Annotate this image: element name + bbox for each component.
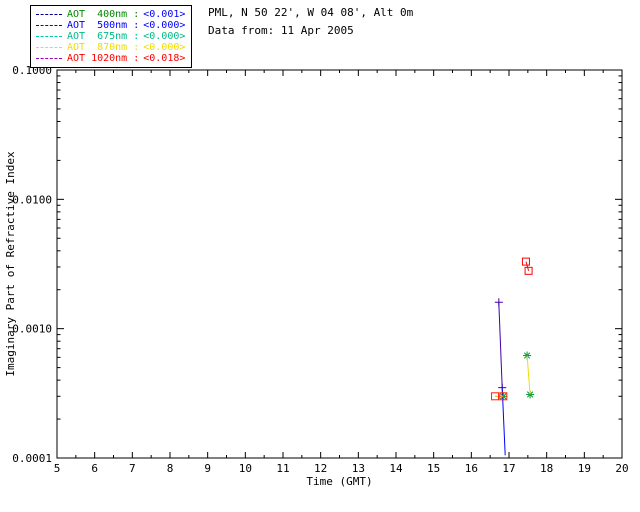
legend-value-870nm: <0.000> bbox=[143, 42, 186, 53]
svg-text:12: 12 bbox=[314, 462, 327, 475]
svg-text:6: 6 bbox=[91, 462, 98, 475]
svg-text:19: 19 bbox=[578, 462, 591, 475]
legend-row-675nm: AOT 675nm : <0.000> bbox=[36, 31, 185, 42]
legend-line-675nm-icon bbox=[36, 36, 62, 37]
site-location-text: PML, N 50 22', W 04 08', Alt 0m bbox=[208, 6, 414, 19]
svg-text:15: 15 bbox=[427, 462, 440, 475]
data-date-text: Data from: 11 Apr 2005 bbox=[208, 24, 354, 37]
svg-text:18: 18 bbox=[540, 462, 553, 475]
legend-label-400nm: AOT 400nm : bbox=[67, 9, 140, 20]
legend-row-500nm: AOT 500nm : <0.000> bbox=[36, 20, 185, 31]
svg-text:16: 16 bbox=[465, 462, 478, 475]
legend-label-675nm: AOT 675nm : bbox=[67, 31, 140, 42]
svg-text:0.0001: 0.0001 bbox=[12, 452, 52, 465]
legend-row-870nm: AOT 870nm : <0.000> bbox=[36, 42, 185, 53]
svg-text:20: 20 bbox=[615, 462, 628, 475]
legend-line-400nm-icon bbox=[36, 14, 62, 15]
legend-value-675nm: <0.000> bbox=[143, 31, 186, 42]
legend-line-1020nm-icon bbox=[36, 58, 62, 59]
svg-text:10: 10 bbox=[239, 462, 252, 475]
plot-axes: 5 6 7 8 9 10 11 12 13 14 15 16 17 18 19 20 0.0001 0.0010 0… bbox=[4, 64, 629, 488]
svg-text:8: 8 bbox=[167, 462, 174, 475]
series-3-AOT-870nm bbox=[526, 355, 531, 395]
x-axis-label: Time (GMT) bbox=[306, 475, 372, 488]
svg-text:17: 17 bbox=[502, 462, 515, 475]
series-0-AOT-400nm bbox=[494, 298, 507, 392]
svg-text:9: 9 bbox=[204, 462, 211, 475]
series-1-AOT-500nm bbox=[501, 387, 506, 456]
svg-text:0.0100: 0.0100 bbox=[12, 193, 52, 206]
series-4-AOT-1020nm bbox=[521, 257, 533, 275]
legend-label-500nm: AOT 500nm : bbox=[67, 20, 140, 31]
series-5-AOT-1020nm bbox=[491, 392, 508, 401]
svg-text:14: 14 bbox=[389, 462, 403, 475]
legend-label-870nm: AOT 870nm : bbox=[67, 42, 140, 53]
legend-value-1020nm: <0.018> bbox=[143, 53, 186, 64]
plot-header: PML, N 50 22', W 04 08', Alt 0m Data fro… bbox=[208, 6, 413, 42]
legend-line-870nm-icon bbox=[36, 47, 62, 48]
legend-value-400nm: <0.001> bbox=[143, 9, 186, 20]
svg-text:5: 5 bbox=[54, 462, 61, 475]
aot-legend: AOT 400nm : <0.001> AOT 500nm : <0.000> … bbox=[30, 5, 193, 68]
legend-value-500nm: <0.000> bbox=[143, 20, 186, 31]
svg-text:11: 11 bbox=[276, 462, 289, 475]
svg-text:0.0010: 0.0010 bbox=[12, 323, 52, 336]
legend-row-1020nm: AOT 1020nm : <0.018> bbox=[36, 53, 185, 64]
svg-text:13: 13 bbox=[352, 462, 365, 475]
legend-line-500nm-icon bbox=[36, 25, 62, 26]
svg-text:7: 7 bbox=[129, 462, 136, 475]
legend-label-1020nm: AOT 1020nm : bbox=[67, 53, 140, 64]
y-axis-label: Imaginary Part of Refractive Index bbox=[4, 151, 17, 377]
legend-row-400nm: AOT 400nm : <0.001> bbox=[36, 9, 185, 20]
